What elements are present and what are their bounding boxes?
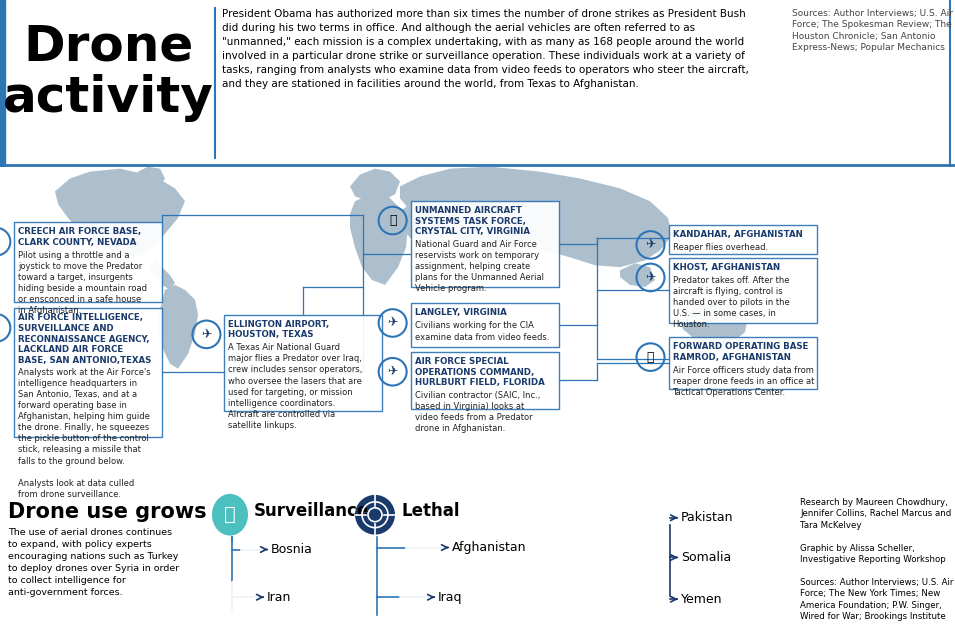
Ellipse shape — [638, 509, 666, 530]
Polygon shape — [400, 196, 455, 243]
Text: Pakistan: Pakistan — [681, 511, 733, 524]
Ellipse shape — [212, 494, 248, 536]
Text: Air Force officers study data from
reaper drone feeds in an office at
Tactical O: Air Force officers study data from reape… — [672, 366, 814, 397]
FancyBboxPatch shape — [411, 303, 559, 347]
FancyBboxPatch shape — [14, 222, 162, 302]
Polygon shape — [55, 169, 185, 257]
Text: KHOST, AFGHANISTAN: KHOST, AFGHANISTAN — [672, 263, 779, 272]
FancyBboxPatch shape — [668, 258, 817, 323]
Text: Analysts work at the Air Force's
intelligence headquarters in
San Antonio, Texas: Analysts work at the Air Force's intelli… — [18, 368, 151, 499]
FancyBboxPatch shape — [411, 201, 559, 287]
Text: Research by Maureen Chowdhury,
Jennifer Collins, Rachel Marcus and
Tara McKelvey: Research by Maureen Chowdhury, Jennifer … — [800, 498, 953, 621]
Text: Iran: Iran — [267, 591, 291, 604]
Text: ✈: ✈ — [646, 271, 656, 284]
Text: Bosnia: Bosnia — [271, 543, 313, 556]
Text: Yemen: Yemen — [681, 593, 723, 606]
Text: Drone: Drone — [23, 22, 193, 70]
Text: 💻: 💻 — [389, 214, 396, 227]
Polygon shape — [158, 285, 198, 369]
Text: Pilot using a throttle and a
joystick to move the Predator
toward a target, insu: Pilot using a throttle and a joystick to… — [18, 250, 147, 315]
Ellipse shape — [224, 577, 260, 621]
Text: LANGLEY, VIRGINIA: LANGLEY, VIRGINIA — [414, 308, 506, 317]
Text: ✈: ✈ — [646, 238, 656, 252]
Text: President Obama has authorized more than six times the number of drone strikes a: President Obama has authorized more than… — [222, 9, 749, 89]
Polygon shape — [620, 264, 655, 287]
Ellipse shape — [638, 550, 666, 569]
Text: UNMANNED AIRCRAFT
SYSTEMS TASK FORCE,
CRYSTAL CITY, VIRGINIA: UNMANNED AIRCRAFT SYSTEMS TASK FORCE, CR… — [414, 206, 530, 237]
Text: Somalia: Somalia — [681, 551, 732, 564]
FancyBboxPatch shape — [411, 352, 559, 409]
Ellipse shape — [240, 543, 264, 560]
FancyBboxPatch shape — [668, 225, 817, 255]
Text: ✈: ✈ — [202, 328, 212, 341]
Polygon shape — [150, 260, 175, 290]
FancyBboxPatch shape — [668, 337, 817, 389]
Text: ✈: ✈ — [388, 316, 398, 330]
Text: ELLINGTON AIRPORT,
HOUSTON, TEXAS: ELLINGTON AIRPORT, HOUSTON, TEXAS — [228, 320, 329, 339]
Bar — [0, 0, 5, 167]
Text: KANDAHAR, AFGHANISTAN: KANDAHAR, AFGHANISTAN — [672, 230, 802, 239]
Text: AIR FORCE INTELLIGENCE,
SURVEILLANCE AND
RECONNAISSANCE AGENCY,
LACKLAND AIR FOR: AIR FORCE INTELLIGENCE, SURVEILLANCE AND… — [18, 313, 152, 365]
Text: CREECH AIR FORCE BASE,
CLARK COUNTY, NEVADA: CREECH AIR FORCE BASE, CLARK COUNTY, NEV… — [18, 227, 141, 247]
Text: Sources: Author Interviews; U.S. Air
Force; The Spokesman Review; The
Houston Ch: Sources: Author Interviews; U.S. Air For… — [792, 9, 953, 52]
Ellipse shape — [399, 587, 431, 611]
FancyBboxPatch shape — [14, 308, 162, 437]
Text: Afghanistan: Afghanistan — [452, 541, 526, 554]
Text: The use of aerial drones continues
to expand, with policy experts
encouraging na: The use of aerial drones continues to ex… — [8, 528, 180, 598]
Text: AIR FORCE SPECIAL
OPERATIONS COMMAND,
HURLBURT FIELD, FLORIDA: AIR FORCE SPECIAL OPERATIONS COMMAND, HU… — [414, 357, 544, 387]
Text: Lethal: Lethal — [401, 502, 459, 520]
Polygon shape — [400, 167, 672, 267]
Polygon shape — [138, 167, 165, 188]
Text: Civilians working for the CIA
examine data from video feeds.: Civilians working for the CIA examine da… — [414, 321, 549, 342]
Ellipse shape — [405, 536, 445, 564]
FancyBboxPatch shape — [224, 314, 382, 411]
Text: Reaper flies overhead.: Reaper flies overhead. — [672, 243, 768, 252]
Ellipse shape — [638, 591, 666, 611]
Text: Surveillance: Surveillance — [254, 502, 370, 520]
Text: Drone use grows: Drone use grows — [8, 502, 206, 522]
Text: activity: activity — [3, 74, 213, 123]
Text: National Guard and Air Force
reservists work on temporary
assignment, helping cr: National Guard and Air Force reservists … — [414, 240, 543, 293]
Text: A Texas Air National Guard
major flies a Predator over Iraq,
crew includes senso: A Texas Air National Guard major flies a… — [228, 343, 363, 430]
Polygon shape — [350, 194, 408, 285]
Text: Civilian contractor (SAIC, Inc.,
based in Virginia) looks at
video feeds from a : Civilian contractor (SAIC, Inc., based i… — [414, 391, 540, 433]
Text: 💻: 💻 — [647, 350, 654, 364]
Polygon shape — [350, 169, 400, 201]
Polygon shape — [680, 300, 748, 346]
Text: Predator takes off. After the
aircraft is flying, control is
handed over to pilo: Predator takes off. After the aircraft i… — [672, 276, 789, 330]
Text: ✈: ✈ — [388, 365, 398, 378]
Text: Iraq: Iraq — [438, 591, 462, 604]
Text: ⛵: ⛵ — [224, 505, 236, 524]
Text: FORWARD OPERATING BASE
RAMROD, AFGHANISTAN: FORWARD OPERATING BASE RAMROD, AFGHANIST… — [672, 342, 808, 362]
Circle shape — [355, 495, 395, 535]
